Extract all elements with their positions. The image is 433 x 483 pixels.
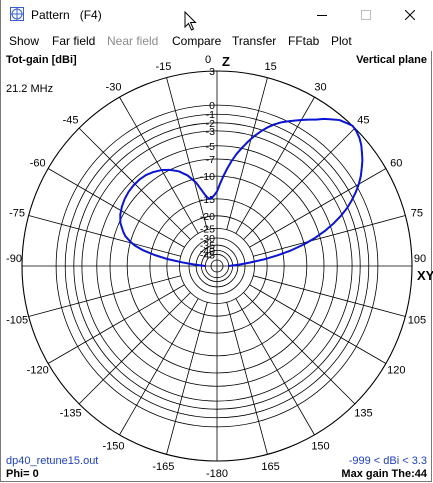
radial-label: -25: [200, 224, 215, 236]
grid-spoke-15: [226, 77, 268, 230]
maximize-button[interactable]: [344, 0, 388, 30]
angle-label: -135: [60, 407, 82, 419]
radial-label: -30: [200, 233, 215, 245]
window-title: Pattern (F4): [31, 8, 102, 22]
radial-label: 3: [209, 66, 215, 78]
angle-label: 165: [261, 461, 279, 473]
grid-spoke-165: [226, 302, 268, 455]
radial-label: 0: [209, 100, 215, 112]
mouse-cursor-icon: [184, 11, 197, 31]
file-name-label: dp40_retune15.out: [6, 455, 99, 467]
max-gain-label: Max gain The:44: [341, 468, 427, 480]
angle-label: -150: [102, 440, 124, 452]
phi-label: Phi= 0: [6, 468, 39, 480]
maximize-icon: [361, 10, 371, 20]
radial-label: -5: [206, 141, 215, 153]
pattern-plot-area[interactable]: 3 0 -1 -2 -3 -5 -7 -10 -15 -20 -25 -30 -35 -40 -45 0 15…: [1, 51, 433, 482]
angle-label: 150: [311, 440, 329, 452]
grid-spoke-45: [243, 127, 356, 240]
radial-label: -40: [200, 245, 215, 257]
grid-spoke-210: [119, 298, 199, 436]
grid-spoke-60: [249, 168, 387, 248]
grid-spoke-135: [243, 292, 356, 405]
angle-label: -60: [30, 158, 46, 170]
angle-label: 0: [205, 54, 211, 66]
menu-near-field[interactable]: Near field: [107, 34, 159, 48]
trace-layer: [119, 117, 364, 267]
grid-spoke-240: [47, 284, 185, 364]
title-bar[interactable]: Pattern (F4): [1, 0, 433, 31]
angle-label: 45: [357, 115, 369, 127]
minimize-button[interactable]: [300, 0, 344, 30]
app-icon: [10, 7, 24, 21]
frequency-label: 21.2 MHz: [6, 83, 54, 95]
radial-label: -2: [206, 118, 215, 130]
angle-labels: 0153045607590105120135150165-180-165-150…: [6, 54, 426, 480]
menu-show[interactable]: Show: [9, 34, 40, 48]
menu-far-field[interactable]: Far field: [52, 34, 96, 48]
grid-spoke-120: [249, 284, 387, 364]
gain-range-label: -999 < dBi < 3.3: [348, 455, 427, 467]
menu-compare[interactable]: Compare: [172, 34, 222, 48]
angle-label: 60: [390, 158, 402, 170]
angle-label: -105: [6, 315, 28, 327]
grid-spoke-150: [235, 298, 315, 436]
grid-spoke-330: [119, 96, 199, 234]
angle-label: 105: [408, 315, 426, 327]
angle-label: 75: [411, 207, 423, 219]
gain-label: Tot-gain [dBi]: [6, 54, 77, 66]
angle-label: -30: [106, 82, 122, 94]
radial-labels: 30-1-2-3-5-7-10-15-20-25-30-35-40-45: [200, 66, 215, 261]
grid-spoke-195: [166, 302, 208, 455]
close-icon: [405, 10, 415, 20]
angle-label: -15: [155, 61, 171, 73]
menu-transfer[interactable]: Transfer: [232, 34, 277, 48]
angle-label: 120: [387, 365, 405, 377]
menu-bar: Show Far field Near field Compare Transf…: [1, 31, 433, 51]
menu-plot[interactable]: Plot: [331, 34, 352, 48]
angle-label: 90: [414, 253, 426, 265]
grid-spokes: [22, 71, 412, 461]
close-button[interactable]: [388, 0, 432, 30]
angle-label: -75: [9, 207, 25, 219]
plane-label: Vertical plane: [356, 54, 427, 66]
grid-spoke-285: [28, 215, 181, 257]
radial-label: -45: [200, 249, 215, 261]
minimize-icon: [317, 15, 327, 16]
radial-label: -7: [206, 154, 215, 166]
angle-label: -45: [63, 115, 79, 127]
radial-label: -20: [200, 211, 215, 223]
radial-label: -10: [200, 171, 215, 183]
angle-label: 135: [354, 407, 372, 419]
radial-label: -35: [200, 240, 215, 252]
xy-axis-label: XY: [417, 268, 433, 283]
grid-spoke-255: [28, 275, 181, 317]
z-axis-label: Z: [222, 54, 230, 69]
angle-label: -165: [152, 461, 174, 473]
radial-label: -3: [206, 126, 215, 138]
angle-label: -90: [6, 253, 22, 265]
grid-spoke-300: [47, 168, 185, 248]
grid-spoke-75: [253, 215, 406, 257]
angle-label: -120: [27, 365, 49, 377]
grid-spoke-345: [166, 77, 208, 230]
angle-label: 15: [264, 61, 276, 73]
polar-pattern-chart: 30-1-2-3-5-7-10-15-20-25-30-35-40-45 015…: [6, 54, 433, 480]
grid-spoke-105: [253, 275, 406, 317]
menu-fftab[interactable]: FFtab: [288, 34, 320, 48]
grid-spoke-225: [78, 292, 191, 405]
gain-pattern-trace: [119, 117, 364, 267]
radial-label: -1: [206, 109, 215, 121]
angle-label: -180: [206, 468, 228, 480]
angle-label: 30: [314, 82, 326, 94]
